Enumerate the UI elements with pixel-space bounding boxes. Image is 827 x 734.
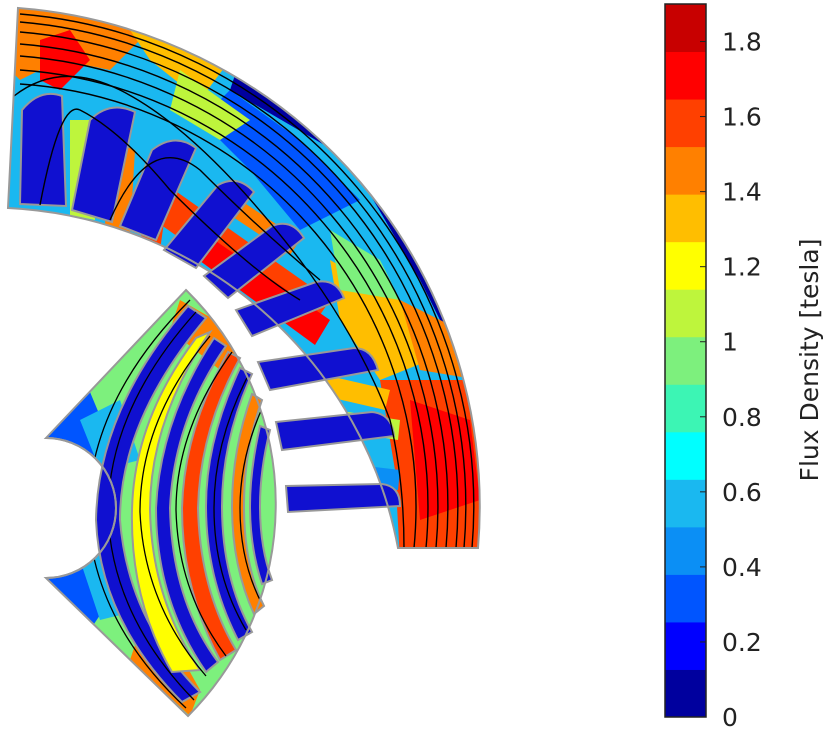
colorbar-bands	[665, 4, 706, 718]
colorbar-band	[665, 574, 706, 623]
colorbar-frame	[664, 3, 707, 718]
stator-slot	[162, 179, 256, 270]
colorbar-band	[665, 384, 706, 433]
colorbar-tick-label: 0.8	[722, 403, 762, 432]
colorbar-tick-label: 1	[722, 328, 738, 357]
rotor-barrier	[204, 366, 254, 642]
colorbar-tick-label: 0.6	[722, 478, 762, 507]
stator-slots	[18, 92, 402, 514]
stator-slot	[202, 222, 306, 300]
colorbar-tick-label: 0.4	[722, 553, 762, 582]
colorbar-tick-label: 1.4	[722, 178, 762, 207]
rotor-barrier	[154, 336, 228, 674]
colorbar-band	[665, 146, 706, 195]
rotor-barriers	[94, 304, 274, 704]
colorbar-ticks: 0 0.2 0.4 0.6 0.8 1 1.2 1.4 1.6 1.8	[700, 28, 762, 732]
colorbar: 0 0.2 0.4 0.6 0.8 1 1.2 1.4 1.6 1.8 Flux Density …	[664, 3, 824, 732]
shaft-cutout	[45, 437, 117, 579]
rotor	[43, 288, 277, 718]
colorbar-band	[665, 336, 706, 385]
rotor-barrier	[130, 329, 213, 674]
stator-outline	[6, 6, 481, 549]
colorbar-band	[665, 4, 706, 53]
colorbar-label: Flux Density [tesla]	[795, 239, 824, 482]
colorbar-tick-label: 0.2	[722, 628, 762, 657]
colorbar-band	[665, 289, 706, 338]
rotor-barrier	[94, 304, 208, 704]
colorbar-tick-label: 1.6	[722, 103, 762, 132]
colorbar-band	[665, 194, 706, 243]
colorbar-band	[665, 51, 706, 100]
stator-slot	[284, 482, 402, 514]
stator-slot	[118, 139, 198, 242]
colorbar-band	[665, 621, 706, 670]
colorbar-band	[665, 99, 706, 148]
colorbar-band	[665, 431, 706, 480]
colorbar-band	[665, 669, 706, 718]
stator-slot	[70, 106, 137, 224]
stator-slot	[18, 92, 68, 208]
colorbar-band	[665, 241, 706, 290]
colorbar-band	[665, 526, 706, 575]
colorbar-band	[665, 479, 706, 528]
rotor-barrier	[180, 350, 242, 662]
rotor-barrier	[248, 424, 274, 586]
colorbar-tick-label: 0	[722, 703, 738, 732]
stator-flux-lines	[13, 13, 475, 548]
colorbar-tick-label: 1.8	[722, 28, 762, 57]
stator-slot	[234, 280, 346, 338]
colorbar-tick-label: 1.2	[722, 253, 762, 282]
